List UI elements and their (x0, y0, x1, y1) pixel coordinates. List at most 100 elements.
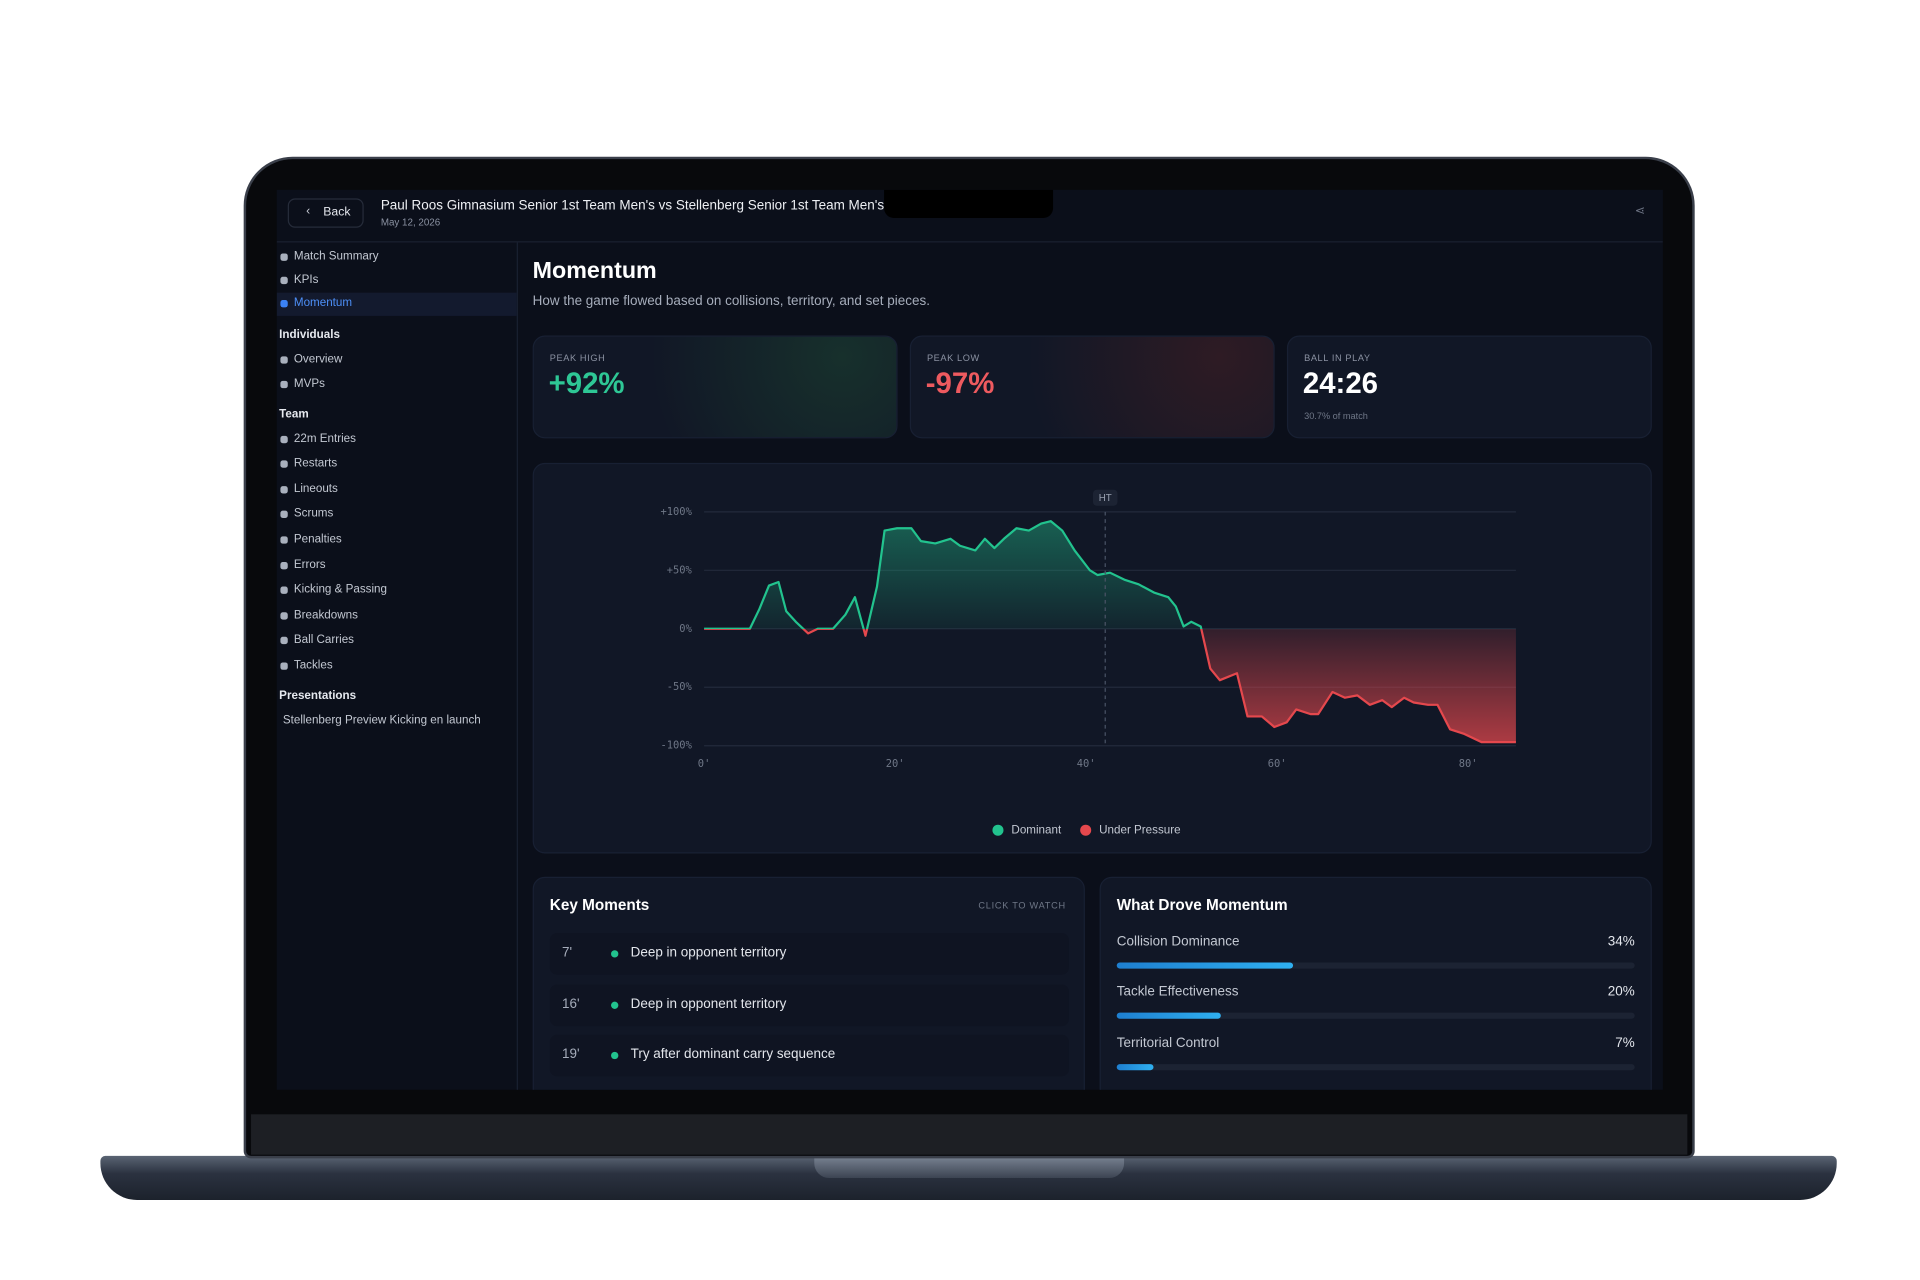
page-title: Momentum (532, 258, 657, 285)
x-tick-label: 20' (886, 758, 905, 770)
stat-card (532, 335, 898, 439)
sidebar-item[interactable]: Kicking & Passing (293, 582, 387, 597)
sidebar-item[interactable]: Penalties (293, 532, 342, 546)
x-tick-label: 0' (698, 758, 711, 770)
card-title: What Drove Momentum (1116, 896, 1288, 914)
sidebar-icon (280, 435, 288, 443)
driver-bar (1116, 1063, 1153, 1070)
momentum-chart: +100% +50% 0% -50% -100% 0' 20' 40' 60' 80' HT Domi… (661, 489, 1516, 836)
sidebar-divider (516, 242, 518, 1090)
driver-value: 34% (1607, 934, 1635, 949)
sidebar-icon (280, 380, 288, 389)
sidebar-icon (280, 561, 288, 569)
driver-name: Territorial Control (1116, 1035, 1220, 1051)
laptop-notch (814, 1155, 1125, 1178)
sidebar-item[interactable]: Errors (293, 557, 326, 572)
sidebar-icon (280, 662, 288, 670)
camera-notch (884, 189, 1054, 218)
sidebar-item[interactable]: Momentum (293, 296, 353, 310)
sidebar-item[interactable]: Stellenberg Preview Kicking en launch (282, 713, 481, 727)
sidebar-item[interactable]: Lineouts (293, 482, 338, 496)
legend-swatch (992, 824, 1004, 836)
sidebar-icon (280, 611, 288, 620)
sidebar-icon (280, 637, 288, 645)
sidebar-item[interactable]: Breakdowns (293, 608, 358, 622)
stat-value: -97% (925, 367, 995, 401)
sidebar-section: Team (279, 407, 309, 422)
moment-time: 7' (562, 945, 573, 961)
legend-label: Dominant (1011, 823, 1062, 836)
momentum-line (704, 520, 1516, 744)
moment-dot (611, 950, 619, 958)
drivers-card (1099, 876, 1652, 1090)
sidebar-item[interactable]: Match Summary (293, 249, 379, 264)
stat-label: PEAK HIGH (549, 352, 606, 364)
moment-row[interactable] (549, 983, 1069, 1026)
stat-card (1286, 335, 1652, 439)
moment-dot (611, 1051, 619, 1060)
share-icon: ⋖ (1634, 204, 1645, 218)
stat-label: BALL IN PLAY (1304, 352, 1371, 364)
driver-value: 7% (1615, 1035, 1635, 1051)
moment-dot (611, 1001, 619, 1009)
moment-row[interactable] (549, 933, 1069, 975)
halftime-label: HT (1099, 493, 1112, 504)
y-tick-label: +50% (667, 564, 693, 576)
stat-label: PEAK LOW (926, 352, 980, 364)
sidebar-item[interactable]: Ball Carries (293, 633, 355, 647)
moment-text: Deep in opponent territory (630, 996, 787, 1011)
y-tick-label: -100% (661, 740, 693, 752)
driver-bar (1116, 962, 1293, 969)
driver-track (1116, 1013, 1635, 1020)
y-tick-label: -50% (667, 681, 693, 693)
driver-track (1116, 1063, 1635, 1070)
card-title: Key Moments (549, 896, 650, 914)
moment-time: 19' (562, 1046, 580, 1062)
sidebar-item[interactable]: KPIs (293, 273, 319, 287)
sidebar-section: Individuals (279, 328, 340, 342)
legend-label: Under Pressure (1099, 823, 1180, 836)
sidebar-item[interactable]: Overview (293, 352, 343, 366)
sidebar-item[interactable]: Restarts (293, 456, 338, 471)
x-tick-label: 60' (1268, 758, 1287, 770)
moment-time: 16' (562, 996, 580, 1011)
topbar-divider (276, 241, 1663, 243)
sidebar-item[interactable]: Scrums (293, 507, 334, 521)
sidebar-icon (280, 300, 288, 308)
card-action[interactable]: CLICK TO WATCH (978, 900, 1066, 912)
match-title: Paul Roos Gimnasium Senior 1st Team Men'… (380, 198, 885, 214)
driver-value: 20% (1607, 984, 1635, 1000)
sidebar-icon (280, 460, 288, 468)
sidebar-item[interactable]: MVPs (293, 377, 325, 391)
sidebar-item[interactable]: 22m Entries (293, 431, 356, 446)
sidebar-icon (280, 536, 288, 544)
halftime-badge (1092, 489, 1118, 506)
x-tick-label: 40' (1077, 758, 1096, 770)
momentum-area (704, 521, 1516, 743)
back-chevron: ‹ (306, 204, 311, 218)
stat-value: +92% (548, 367, 625, 401)
moment-text: Try after dominant carry sequence (630, 1046, 836, 1062)
match-date: May 12, 2026 (380, 216, 441, 228)
driver-name: Tackle Effectiveness (1116, 984, 1239, 1000)
moment-text: Deep in opponent territory (630, 945, 787, 961)
sidebar-icon (280, 510, 288, 519)
sidebar-icon (280, 276, 288, 285)
stat-card (909, 335, 1275, 439)
sidebar-item[interactable]: Tackles (293, 658, 333, 673)
moment-row[interactable] (549, 1034, 1069, 1077)
page-subtitle: How the game flowed based on collisions,… (532, 293, 930, 309)
sidebar-icon (280, 586, 288, 594)
screen: ‹ Back Paul Roos Gimnasium Senior 1st Team… (276, 189, 1663, 1090)
y-tick-label: +100% (661, 506, 693, 518)
sidebar-icon (280, 253, 288, 261)
y-tick-label: 0% (679, 623, 692, 635)
sidebar-active (276, 292, 517, 316)
sidebar-icon (280, 355, 288, 364)
back-button[interactable] (287, 198, 364, 228)
driver-name: Collision Dominance (1116, 934, 1240, 949)
driver-track (1116, 962, 1635, 969)
bezel-bottom (251, 1114, 1688, 1155)
